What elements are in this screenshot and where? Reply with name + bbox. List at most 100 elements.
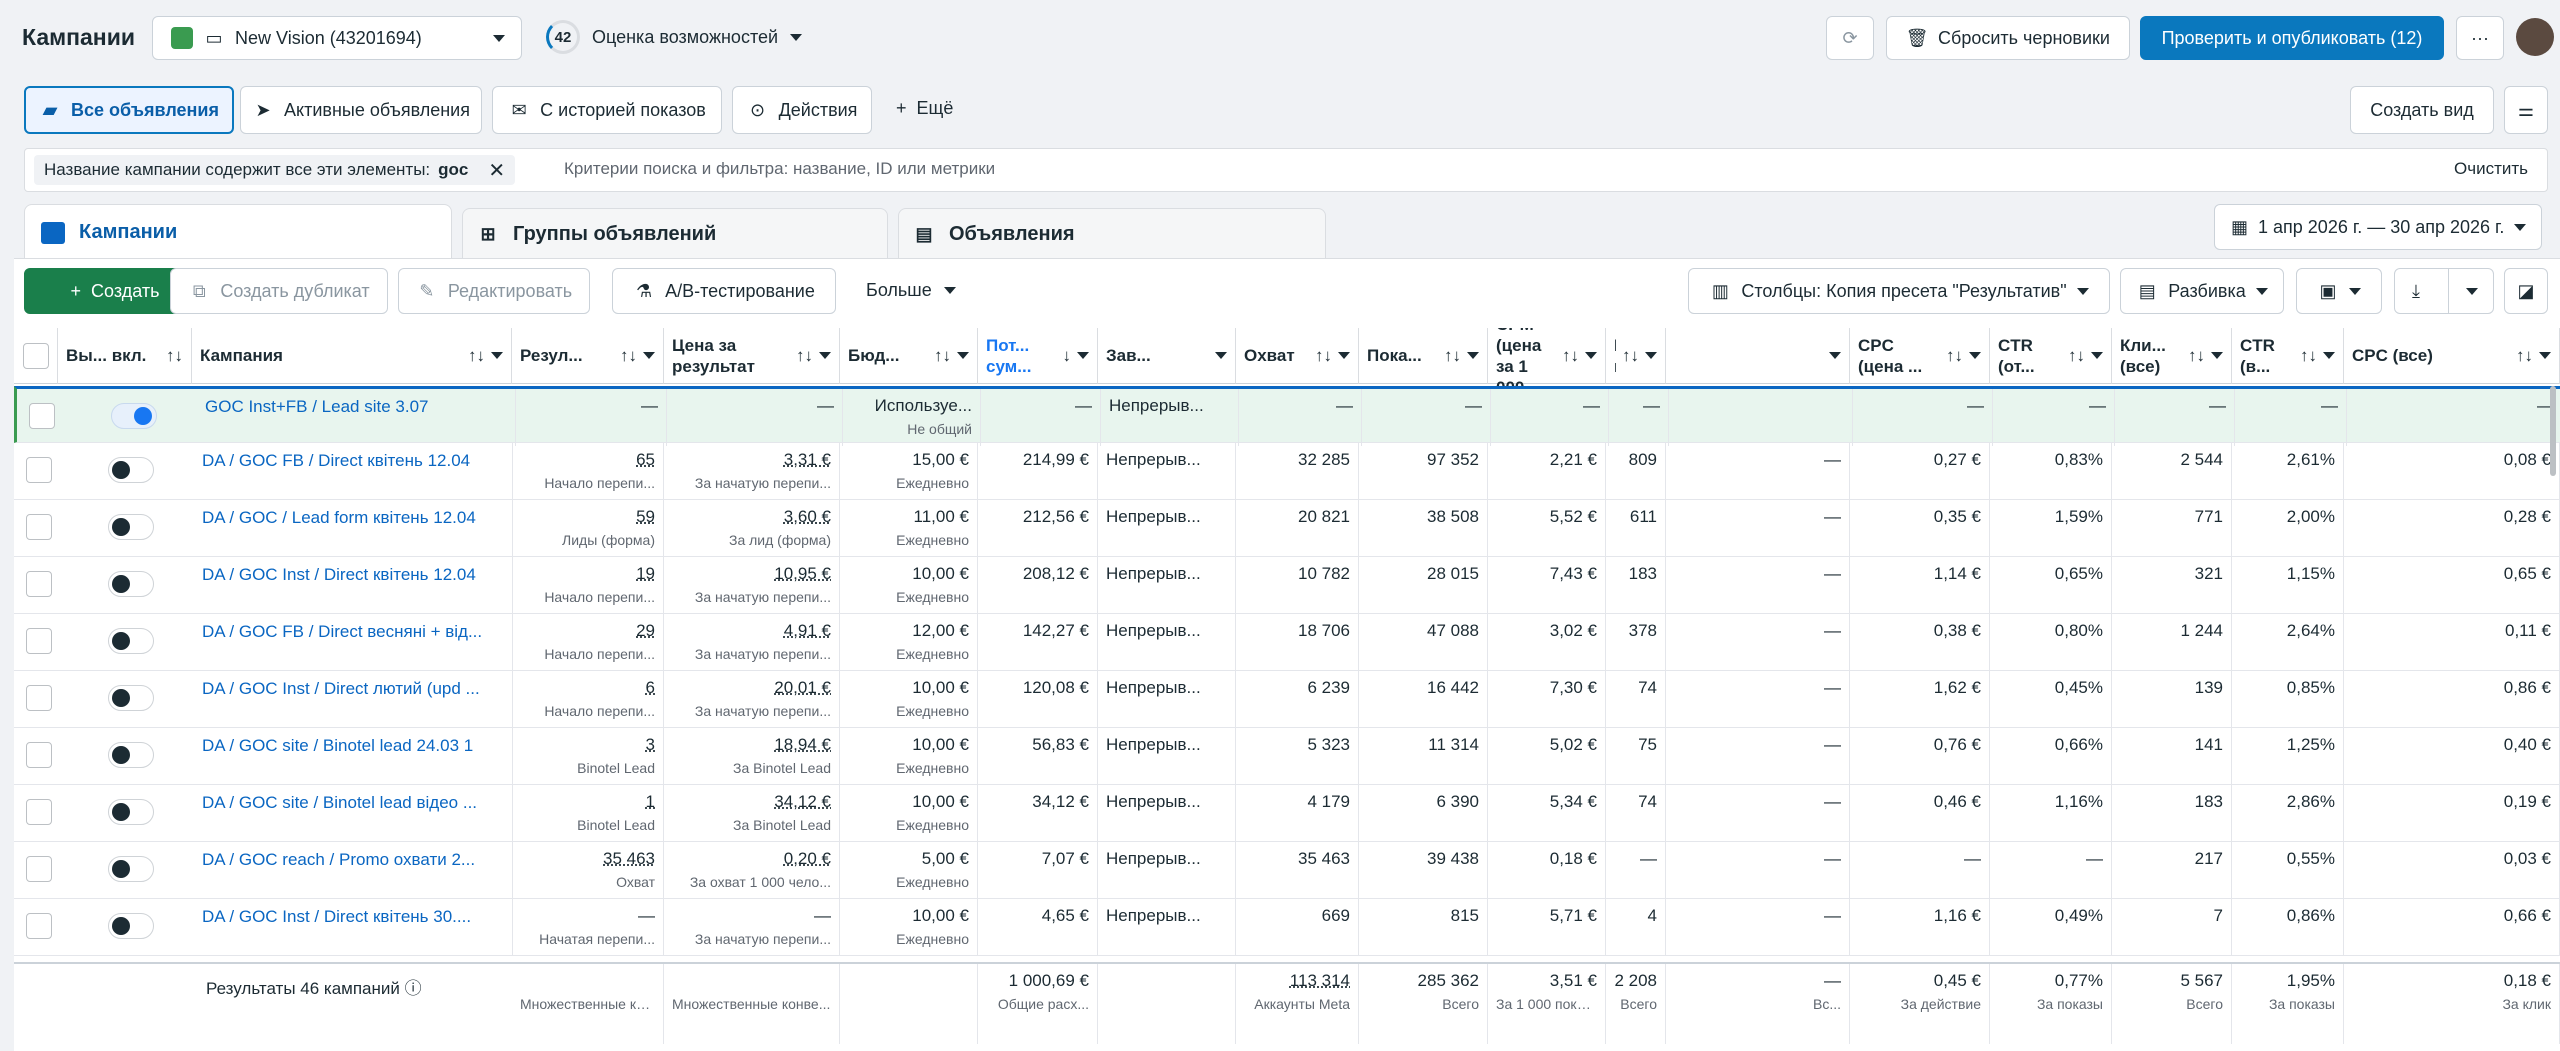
table-row[interactable]: DA / GOC / Lead form квітень 12.04 59 Лиды… bbox=[14, 500, 2560, 557]
sort-icon[interactable]: ↑↓ bbox=[166, 346, 183, 365]
export-dropdown-toggle[interactable] bbox=[2448, 268, 2494, 314]
sort-down-icon[interactable]: ↓ bbox=[1062, 346, 1072, 365]
chevron-down-icon[interactable] bbox=[1467, 352, 1479, 359]
filter-chip[interactable]: Название кампании содержит все эти элеме… bbox=[34, 155, 516, 185]
campaign-name-link[interactable]: DA / GOC Inst / Direct квітень 12.04 bbox=[202, 565, 476, 584]
sort-icon[interactable]: ↑↓ bbox=[1946, 346, 1963, 365]
row-checkbox[interactable] bbox=[26, 457, 52, 483]
refresh-button[interactable]: ⟳ bbox=[1826, 16, 1874, 60]
column-header[interactable]: CPC (все) ↑↓ bbox=[2344, 328, 2560, 384]
filter-actions[interactable]: ⊙ Действия bbox=[732, 86, 872, 134]
chart-view-button[interactable]: ◪ bbox=[2504, 268, 2548, 314]
chevron-down-icon[interactable] bbox=[819, 352, 831, 359]
row-checkbox[interactable] bbox=[26, 799, 52, 825]
sort-icon[interactable]: ↑↓ bbox=[796, 346, 813, 365]
date-range-picker[interactable]: ▦ 1 апр 2026 г. — 30 апр 2026 г. bbox=[2214, 204, 2542, 250]
tab-ads[interactable]: ▤ Объявления bbox=[898, 208, 1326, 260]
column-header[interactable]: Кли... (все) ↑↓ bbox=[2112, 328, 2232, 384]
chevron-down-icon[interactable] bbox=[1969, 352, 1981, 359]
table-row[interactable]: DA / GOC site / Binotel lead відео ... 1 B… bbox=[14, 785, 2560, 842]
sort-icon[interactable]: ↑↓ bbox=[934, 346, 951, 365]
column-header[interactable]: CTR (от... ↑↓ bbox=[1990, 328, 2112, 384]
more-options-button[interactable]: ··· bbox=[2456, 16, 2504, 60]
view-settings-button[interactable]: ⚌ bbox=[2504, 86, 2548, 134]
delivery-toggle[interactable] bbox=[108, 742, 154, 768]
table-row[interactable]: DA / GOC Inst / Direct лютий (upd ... 6 На… bbox=[14, 671, 2560, 728]
column-header[interactable]: Зав... bbox=[1098, 328, 1236, 384]
filter-with-history[interactable]: ✉ С историей показов bbox=[492, 86, 722, 134]
chevron-down-icon[interactable] bbox=[1077, 352, 1089, 359]
row-checkbox[interactable] bbox=[26, 913, 52, 939]
delivery-toggle[interactable] bbox=[108, 628, 154, 654]
chevron-down-icon[interactable] bbox=[2211, 352, 2223, 359]
chevron-down-icon[interactable] bbox=[1645, 352, 1657, 359]
table-row[interactable]: DA / GOC site / Binotel lead 24.03 1 3 Bin… bbox=[14, 728, 2560, 785]
column-header[interactable]: Цена за результат ↑↓ bbox=[664, 328, 840, 384]
tab-campaigns[interactable]: Кампании bbox=[24, 204, 452, 260]
more-filters-button[interactable]: + Ещё bbox=[896, 98, 953, 119]
column-header[interactable] bbox=[1666, 328, 1850, 384]
campaign-name-link[interactable]: DA / GOC site / Binotel lead 24.03 1 bbox=[202, 736, 474, 755]
chevron-down-icon[interactable] bbox=[2091, 352, 2103, 359]
column-header[interactable]: Бюд... ↑↓ bbox=[840, 328, 978, 384]
edit-button[interactable]: ✎ Редактировать bbox=[398, 268, 590, 314]
chevron-down-icon[interactable] bbox=[1585, 352, 1597, 359]
sort-icon[interactable]: ↑↓ bbox=[468, 346, 485, 365]
campaign-name-link[interactable]: DA / GOC Inst / Direct квітень 30.... bbox=[202, 907, 472, 926]
delivery-toggle[interactable] bbox=[108, 457, 154, 483]
sort-icon[interactable]: ↑↓ bbox=[2068, 346, 2085, 365]
delivery-toggle[interactable] bbox=[108, 571, 154, 597]
chevron-down-icon[interactable] bbox=[491, 352, 503, 359]
close-icon[interactable]: ✕ bbox=[488, 159, 506, 182]
table-row[interactable]: DA / GOC Inst / Direct квітень 30.... — На… bbox=[14, 899, 2560, 956]
reports-dropdown[interactable]: ▣ bbox=[2296, 268, 2382, 314]
delivery-toggle[interactable] bbox=[108, 856, 154, 882]
delivery-toggle[interactable] bbox=[108, 514, 154, 540]
campaign-name-link[interactable]: DA / GOC / Lead form квітень 12.04 bbox=[202, 508, 476, 527]
column-header[interactable]: Кампания ↑↓ bbox=[192, 328, 512, 384]
campaign-name-link[interactable]: DA / GOC site / Binotel lead відео ... bbox=[202, 793, 478, 812]
row-checkbox[interactable] bbox=[29, 403, 55, 429]
delivery-toggle[interactable] bbox=[108, 685, 154, 711]
delivery-toggle[interactable] bbox=[108, 799, 154, 825]
row-checkbox[interactable] bbox=[26, 856, 52, 882]
sort-icon[interactable]: ↑↓ bbox=[620, 346, 637, 365]
chevron-down-icon[interactable] bbox=[643, 352, 655, 359]
avatar[interactable] bbox=[2516, 18, 2554, 56]
reset-drafts-button[interactable]: 🗑 Сбросить черновики bbox=[1886, 16, 2130, 60]
sort-icon[interactable]: ↑↓ bbox=[1315, 346, 1332, 365]
chevron-down-icon[interactable] bbox=[2539, 352, 2551, 359]
column-header[interactable]: Охват ↑↓ bbox=[1236, 328, 1359, 384]
row-checkbox[interactable] bbox=[26, 571, 52, 597]
sort-icon[interactable]: ↑↓ bbox=[1562, 346, 1579, 365]
filter-all-ads[interactable]: ▰ Все объявления bbox=[24, 86, 234, 134]
campaign-name-link[interactable]: DA / GOC Inst / Direct лютий (upd ... bbox=[202, 679, 480, 698]
campaign-name-link[interactable]: GOC Inst+FB / Lead site 3.07 bbox=[205, 397, 429, 416]
table-row[interactable]: DA / GOC FB / Direct квітень 12.04 65 Нача… bbox=[14, 443, 2560, 500]
sort-icon[interactable]: ↑↓ bbox=[1444, 346, 1461, 365]
ab-test-button[interactable]: ⚗ A/B-тестирование bbox=[612, 268, 836, 314]
table-row[interactable]: GOC Inst+FB / Lead site 3.07 — — Используе.… bbox=[14, 386, 2560, 446]
row-checkbox[interactable] bbox=[26, 514, 52, 540]
sort-icon[interactable]: ↑↓ bbox=[2516, 346, 2533, 365]
column-header[interactable]: Вы... вкл. ↑↓ bbox=[58, 328, 192, 384]
filter-active-ads[interactable]: ➤ Активные объявления bbox=[240, 86, 482, 134]
campaign-name-link[interactable]: DA / GOC reach / Promo охвати 2... bbox=[202, 850, 476, 869]
table-row[interactable]: DA / GOC Inst / Direct квітень 12.04 19 На… bbox=[14, 557, 2560, 614]
column-header[interactable]: CTR (в... ↑↓ bbox=[2232, 328, 2344, 384]
sort-icon[interactable]: ↑↓ bbox=[2188, 346, 2205, 365]
vertical-scrollbar[interactable] bbox=[2550, 386, 2556, 476]
review-publish-button[interactable]: Проверить и опубликовать (12) bbox=[2140, 16, 2444, 60]
create-view-button[interactable]: Создать вид bbox=[2350, 86, 2494, 134]
campaign-name-link[interactable]: DA / GOC FB / Direct весняні + від... bbox=[202, 622, 483, 641]
chevron-down-icon[interactable] bbox=[1338, 352, 1350, 359]
opportunity-score[interactable]: 42 Оценка возможностей bbox=[546, 20, 803, 54]
column-header[interactable]: CPC (цена ... ↑↓ bbox=[1850, 328, 1990, 384]
column-header[interactable]: CPM (цена за 1 000...↑↓ bbox=[1488, 328, 1606, 397]
sort-icon[interactable]: ↑↓ bbox=[1622, 346, 1639, 365]
clear-filters-button[interactable]: Очистить bbox=[2454, 159, 2529, 178]
sort-icon[interactable]: ↑↓ bbox=[2300, 346, 2317, 365]
chevron-down-icon[interactable] bbox=[1215, 352, 1227, 359]
select-all-checkbox[interactable] bbox=[23, 343, 49, 369]
row-checkbox[interactable] bbox=[26, 685, 52, 711]
